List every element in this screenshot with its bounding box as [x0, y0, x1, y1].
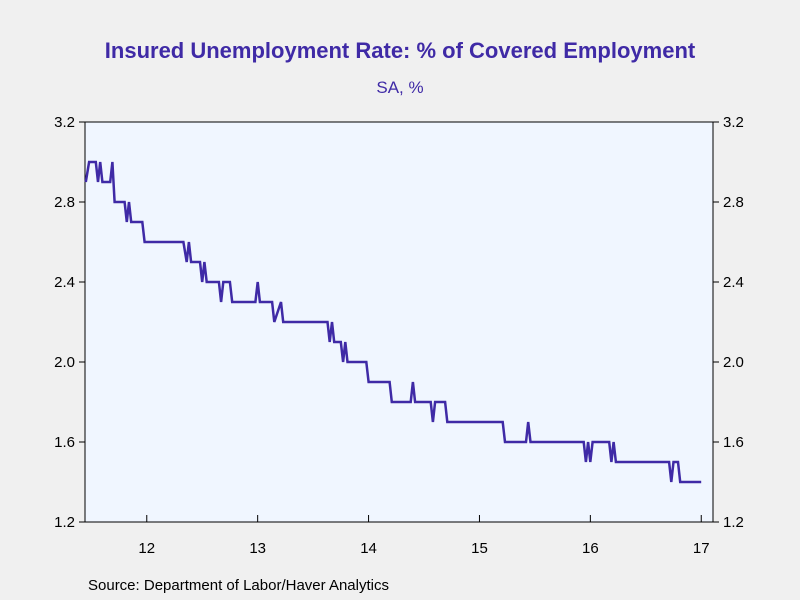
y-tick-label-left: 2.4 — [54, 274, 75, 291]
y-tick-label-right: 3.2 — [723, 114, 744, 131]
left-y-axis: 1.2 1.6 2.0 2.4 2.8 3.2 — [54, 114, 85, 531]
y-tick-label-right: 2.4 — [723, 274, 744, 291]
chart-subtitle: SA, % — [376, 78, 424, 97]
y-tick-label-left: 1.2 — [54, 514, 75, 531]
y-tick-label-left: 1.6 — [54, 434, 75, 451]
x-tick-label: 16 — [582, 540, 599, 557]
x-tick-label: 13 — [249, 540, 266, 557]
chart-title: Insured Unemployment Rate: % of Covered … — [104, 38, 696, 63]
y-tick-label-right: 2.0 — [723, 354, 744, 371]
x-tick-label: 12 — [138, 540, 155, 557]
x-tick-label: 14 — [360, 540, 377, 557]
y-tick-label-left: 3.2 — [54, 114, 75, 131]
y-tick-label-right: 1.2 — [723, 514, 744, 531]
y-tick-label-right: 1.6 — [723, 434, 744, 451]
right-y-axis: 1.2 1.6 2.0 2.4 2.8 3.2 — [713, 114, 744, 531]
series-line-insured-unemployment-rate — [84, 160, 702, 484]
x-tick-label: 17 — [693, 540, 710, 557]
source-note: Source: Department of Labor/Haver Analyt… — [88, 577, 389, 594]
x-axis: 12 13 14 15 16 17 — [138, 515, 710, 557]
plot-area — [84, 121, 714, 523]
y-tick-label-right: 2.8 — [723, 194, 744, 211]
x-tick-label: 15 — [471, 540, 488, 557]
y-tick-label-left: 2.0 — [54, 354, 75, 371]
y-tick-label-left: 2.8 — [54, 194, 75, 211]
